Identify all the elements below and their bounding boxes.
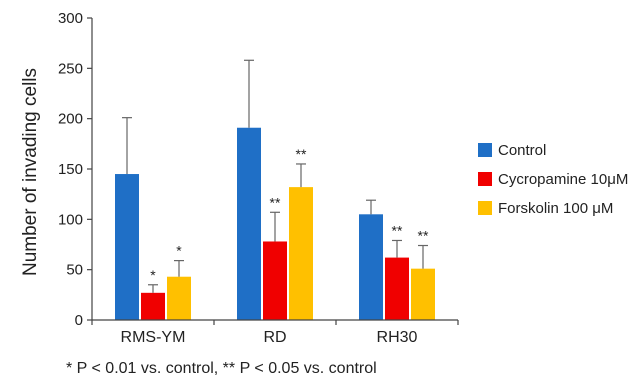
bar: [359, 214, 383, 320]
legend-swatch: [478, 143, 492, 157]
y-tick-label: 100: [58, 211, 83, 228]
significance-label: **: [418, 228, 429, 244]
footnote: * P < 0.01 vs. control, ** P < 0.05 vs. …: [66, 360, 377, 377]
axes: 0 50 100 150 200 250 300 RMS-YM RD RH30: [58, 10, 459, 346]
bar: [263, 241, 287, 320]
bar: [115, 174, 139, 320]
legend-label: Cycropamine 10μM: [498, 171, 628, 188]
y-axis-title: Number of invading cells: [20, 68, 41, 276]
significance-label: *: [150, 267, 156, 283]
bar: [289, 187, 313, 320]
bar: [385, 257, 409, 320]
y-tick-label: 150: [58, 161, 83, 178]
x-tick-label: RH30: [377, 329, 418, 346]
bar: [167, 276, 191, 320]
bar: [141, 292, 165, 320]
significance-label: **: [296, 146, 307, 162]
legend-label: Control: [498, 142, 546, 159]
bar: [237, 127, 261, 320]
y-tick-label: 250: [58, 60, 83, 77]
bar: [411, 268, 435, 320]
x-tick-label: RMS-YM: [121, 329, 186, 346]
y-tick-label: 300: [58, 10, 83, 27]
y-tick-label: 0: [75, 312, 83, 329]
significance-label: *: [176, 243, 182, 259]
plot-area: ******** **: [115, 59, 435, 320]
significance-label: **: [270, 194, 281, 210]
y-tick-label: 200: [58, 111, 83, 128]
x-tick-label: RD: [263, 329, 286, 346]
legend-swatch: [478, 201, 492, 215]
legend-swatch: [478, 172, 492, 186]
legend: Control Cycropamine 10μM Forskolin 100 μM: [478, 142, 628, 217]
legend-label: Forskolin 100 μM: [498, 200, 613, 217]
y-tick-label: 50: [66, 262, 83, 279]
significance-label: **: [392, 222, 403, 238]
